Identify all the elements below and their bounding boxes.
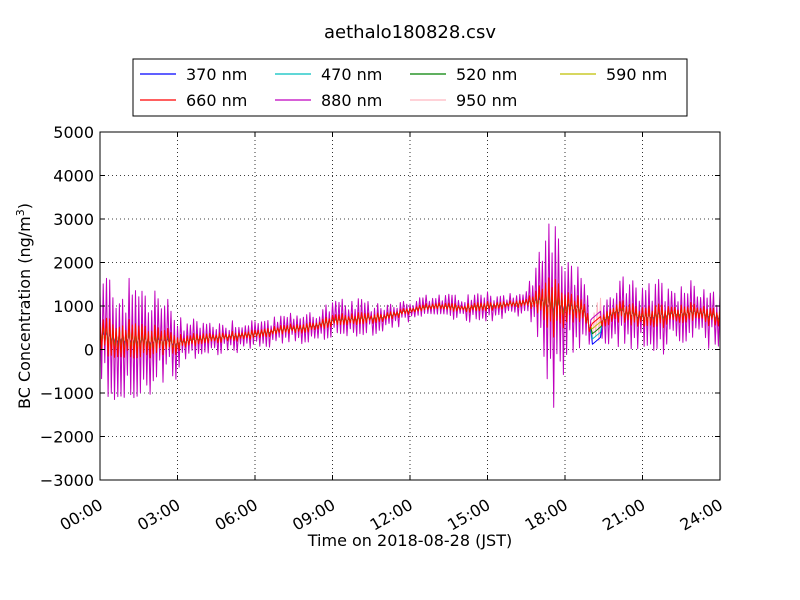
legend-label: 880 nm bbox=[321, 91, 382, 110]
legend-label: 520 nm bbox=[456, 65, 517, 84]
y-tick-label: 5000 bbox=[53, 123, 94, 142]
legend-label: 370 nm bbox=[186, 65, 247, 84]
chart-title: aethalo180828.csv bbox=[324, 22, 496, 43]
y-tick-label: −3000 bbox=[40, 471, 94, 490]
y-axis-label: BC Concentration (ng/m3) bbox=[14, 203, 34, 409]
legend: 370 nm 470 nm 520 nm 590 nm 660 nm 880 nm 950 … bbox=[132, 58, 688, 117]
series-layer bbox=[100, 223, 720, 408]
y-tick-label: 0 bbox=[84, 341, 94, 360]
legend-entries: 370 nm 470 nm 520 nm 590 nm 660 nm 880 nm 950 … bbox=[140, 65, 667, 110]
y-tick-label: 1000 bbox=[53, 297, 94, 316]
y-axis-label-end: ) bbox=[15, 203, 34, 209]
y-tick-label: 2000 bbox=[53, 254, 94, 273]
legend-label: 950 nm bbox=[456, 91, 517, 110]
x-axis-label: Time on 2018-08-28 (JST) bbox=[307, 531, 512, 550]
legend-box bbox=[132, 58, 688, 117]
y-axis-label-sup: 3 bbox=[14, 209, 27, 216]
series-line-880-nm bbox=[100, 223, 720, 408]
y-axis-label-main: BC Concentration (ng/m bbox=[15, 216, 34, 409]
y-tick-label: −1000 bbox=[40, 384, 94, 403]
series-line-660-nm bbox=[100, 277, 720, 359]
legend-label: 660 nm bbox=[186, 91, 247, 110]
y-tick-label: 3000 bbox=[53, 210, 94, 229]
legend-label: 590 nm bbox=[606, 65, 667, 84]
y-tick-label: 4000 bbox=[53, 167, 94, 186]
y-tick-label: −2000 bbox=[40, 428, 94, 447]
legend-label: 470 nm bbox=[321, 65, 382, 84]
